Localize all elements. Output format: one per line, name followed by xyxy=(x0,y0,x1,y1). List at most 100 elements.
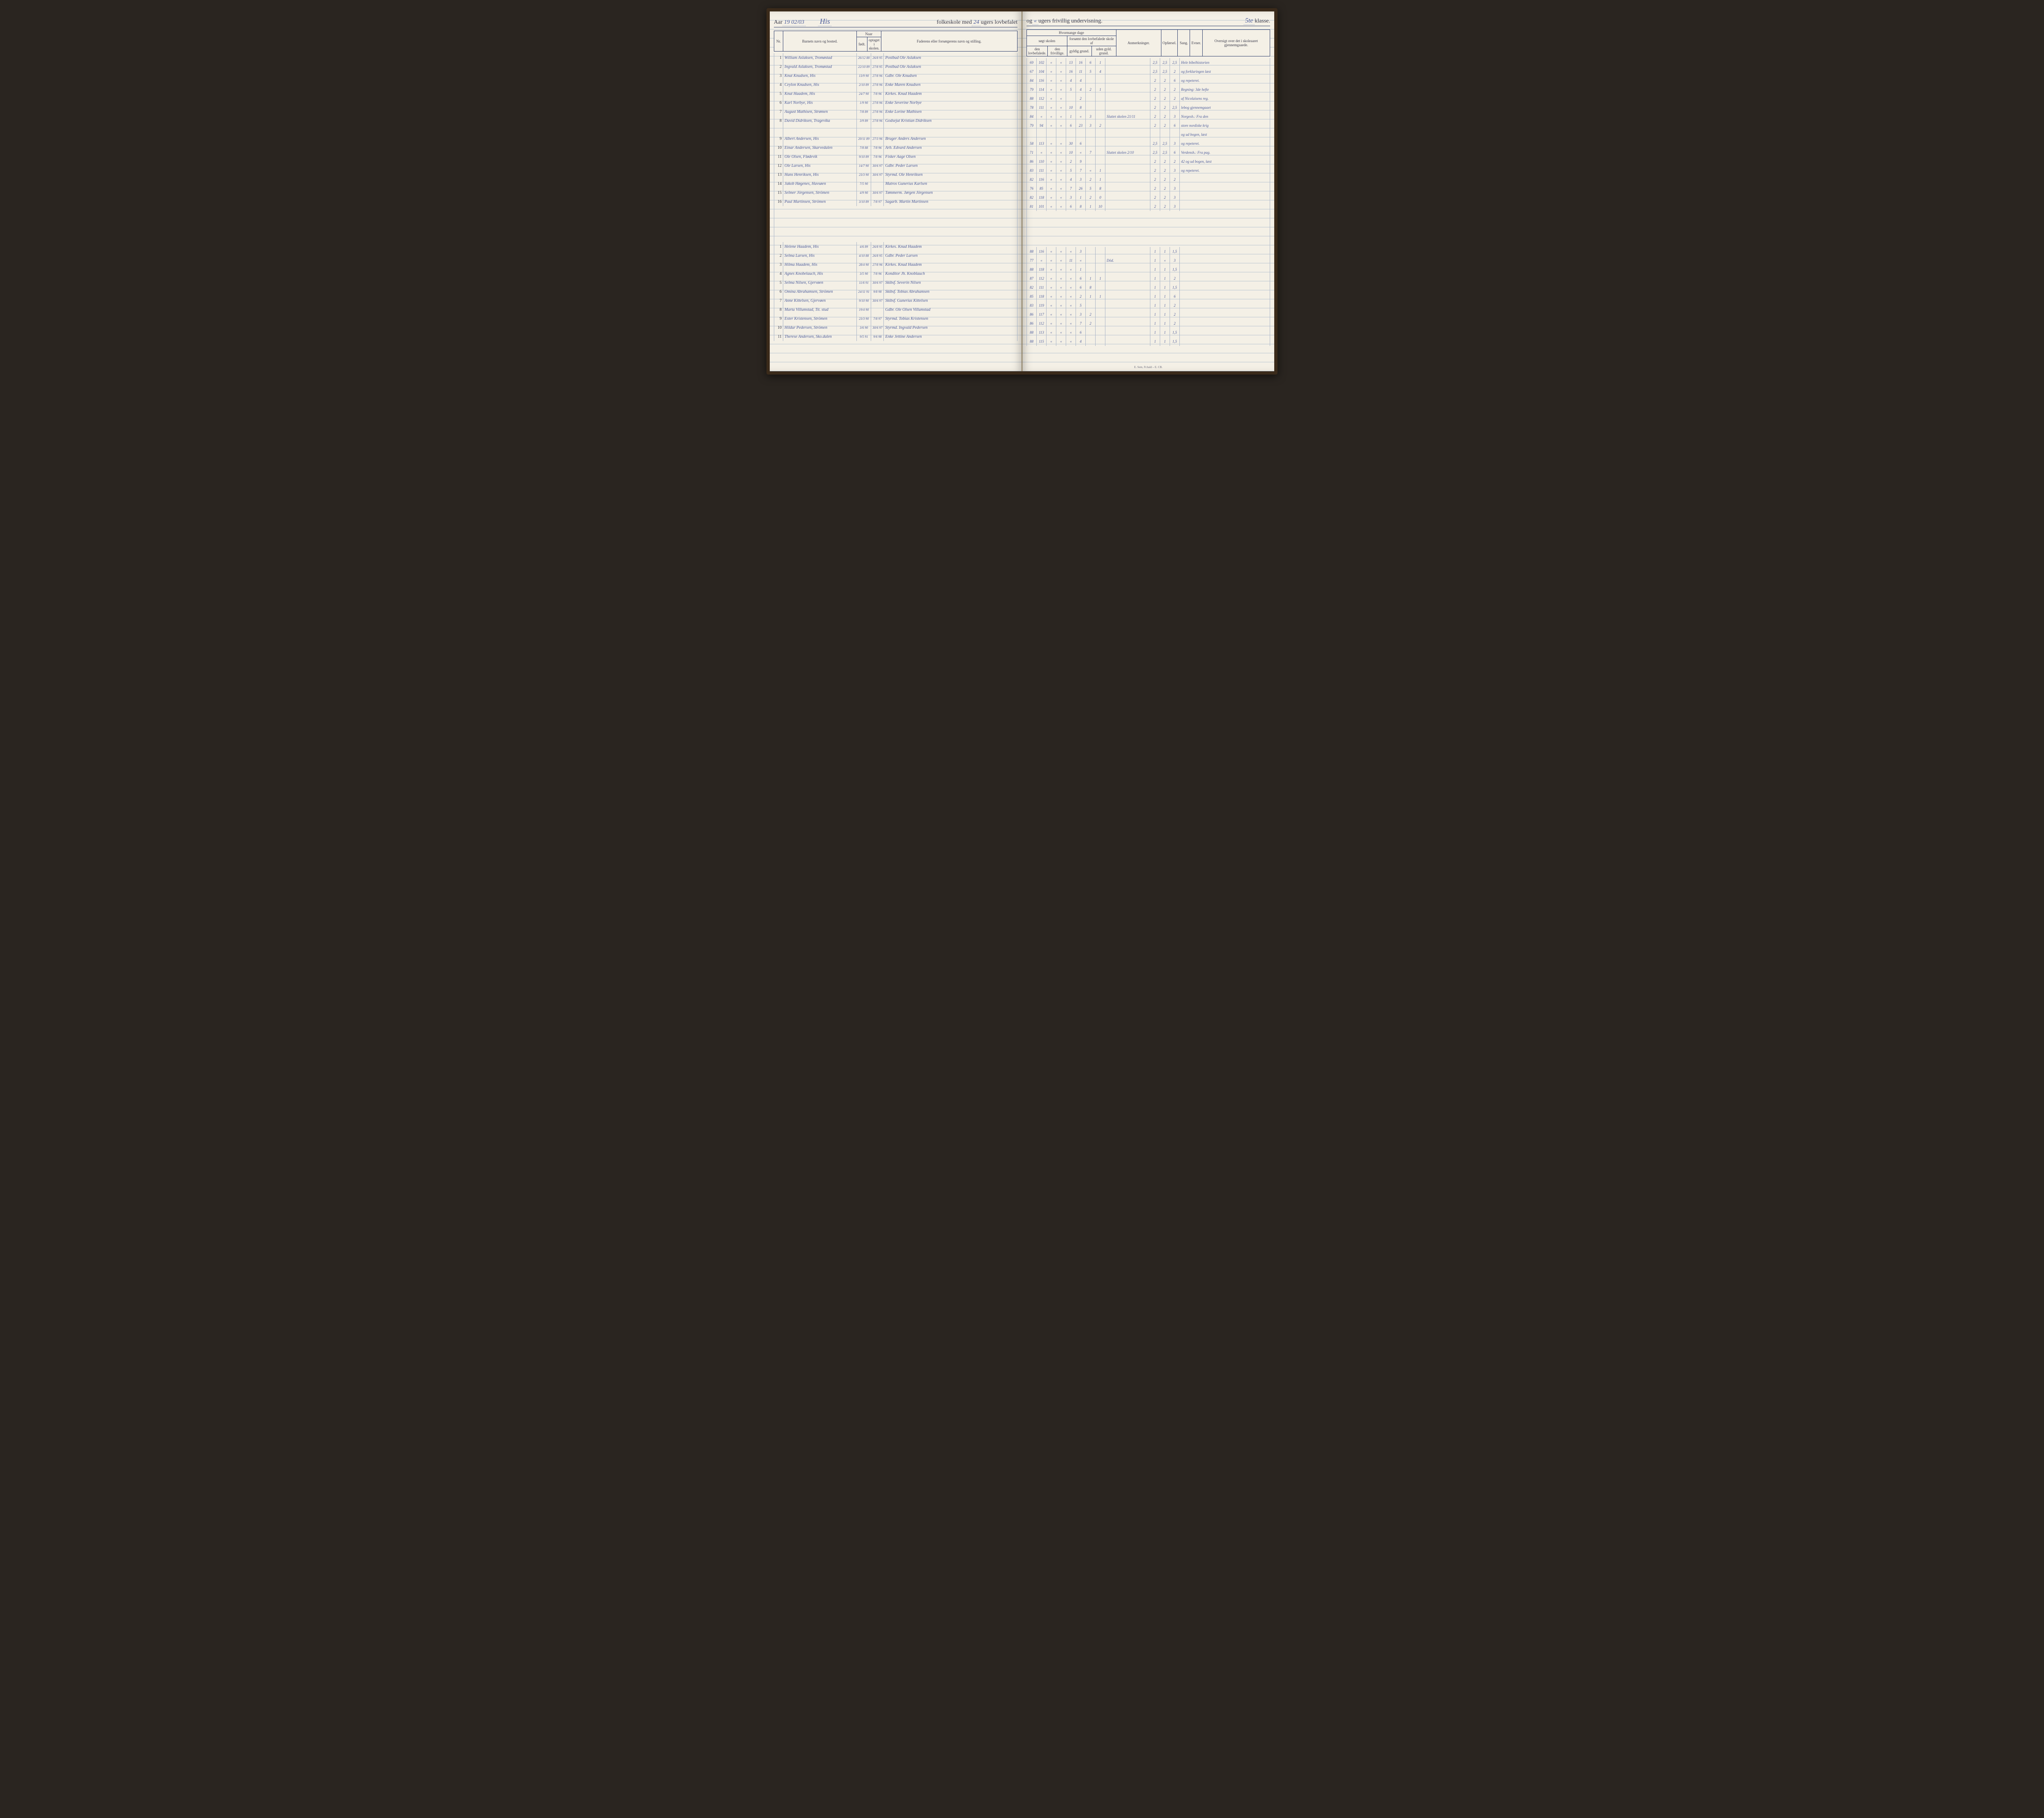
cell-f3: 5 xyxy=(1086,67,1096,76)
table-row: 81 101 « « 6 8 1 10 2 2 3 xyxy=(1027,202,1270,211)
cell-f2: 11 xyxy=(1076,67,1086,76)
cell-fodt: 4/6 89 xyxy=(857,242,871,251)
cell-d4: « xyxy=(1056,175,1066,184)
cell-father: Styrmd. Ingvald Pedersen xyxy=(884,323,1018,332)
table-row: 4 Ceylon Knudsen, His 2/10 89 27/8 96 En… xyxy=(774,80,1018,89)
cell-evner: 3 xyxy=(1170,256,1180,265)
cell-f2: « xyxy=(1076,256,1086,265)
cell-nr: 16 xyxy=(774,197,783,206)
cell-f2: 6 xyxy=(1076,139,1086,148)
cell-evner: 2 xyxy=(1170,67,1180,76)
cell-oversigt: af Nicolaisens reg. xyxy=(1180,94,1270,103)
cell-optaget xyxy=(871,125,884,134)
cell-d1: 82 xyxy=(1027,175,1037,184)
cell-anm xyxy=(1105,193,1150,202)
cell-evner: 2,5 xyxy=(1170,58,1180,67)
cell-evner: 2 xyxy=(1170,319,1180,328)
cell-d2 xyxy=(1037,130,1047,139)
table-row: 86 112 « « « 7 2 1 1 2 xyxy=(1027,319,1270,328)
table-row: 11 Therese Andersen, Sko.dalen 9/5 91 9/… xyxy=(774,332,1018,341)
col-father: Faderens eller forsørgerens navn og stil… xyxy=(881,31,1018,52)
table-row: 15 Selmer Jörgensen, Strömen 4/9 90 30/6… xyxy=(774,188,1018,197)
cell-fodt: 11/6 91 xyxy=(857,278,871,287)
cell-d3: « xyxy=(1047,283,1056,292)
cell-anm: Sluttet skolen 2/10 xyxy=(1105,148,1150,157)
cell-father: Skibsf. Severin Nilsen xyxy=(884,278,1018,287)
cell-evner: 1,5 xyxy=(1170,337,1180,346)
cell-opforsel xyxy=(1150,130,1160,139)
cell-f2: 4 xyxy=(1076,337,1086,346)
cell-nr: 4 xyxy=(774,80,783,89)
cell-d1: 84 xyxy=(1027,112,1037,121)
cell-father: Matros Gunerius Karlsen xyxy=(884,179,1018,188)
cell-d4: « xyxy=(1056,184,1066,193)
cell-d1: 82 xyxy=(1027,283,1037,292)
cell-anm xyxy=(1105,337,1150,346)
cell-optaget: 30/6 97 xyxy=(871,296,884,305)
table-row: 2 Selma Larsen, His 4/10 88 26/8 95 Gdbr… xyxy=(774,251,1018,260)
cell-sang: 2,5 xyxy=(1160,67,1170,76)
cell-f2: 2 xyxy=(1076,292,1086,301)
cell-name: Therese Andersen, Sko.dalen xyxy=(783,332,857,341)
cell-anm xyxy=(1105,184,1150,193)
cell-f3: 2 xyxy=(1086,85,1096,94)
cell-name: Ole Olsen, Flødevik xyxy=(783,152,857,161)
cell-optaget: 27/8 96 xyxy=(871,71,884,80)
cell-optaget: 30/6 97 xyxy=(871,188,884,197)
cell-opforsel: 1 xyxy=(1150,310,1160,319)
cell-fodt: 3/10 89 xyxy=(857,197,871,206)
cell-opforsel: 1 xyxy=(1150,283,1160,292)
cell-f4 xyxy=(1096,328,1105,337)
cell-fodt: 7/8 88 xyxy=(857,143,871,152)
cell-f2: 9 xyxy=(1076,157,1086,166)
table-row: 82 116 « « 4 3 2 1 2 2 2 xyxy=(1027,175,1270,184)
cell-opforsel: 1 xyxy=(1150,292,1160,301)
table-row: 84 « « « 1 « 3 Sluttet skolen 21/11 2 2 … xyxy=(1027,112,1270,121)
cell-optaget: 7/8 97 xyxy=(871,197,884,206)
table-row: 8 David Didriksen, Tragevika 3/9 89 27/8… xyxy=(774,116,1018,125)
table-row: 83 111 « « 5 7 « 1 2 2 3 og repeteret. xyxy=(1027,166,1270,175)
cell-father: Fisker Aage Olsen xyxy=(884,152,1018,161)
cell-d1: 86 xyxy=(1027,310,1037,319)
cell-f4: 10 xyxy=(1096,202,1105,211)
cell-f1: « xyxy=(1066,274,1076,283)
gap-row xyxy=(774,206,1018,242)
cell-opforsel: 2 xyxy=(1150,184,1160,193)
cell-anm xyxy=(1105,94,1150,103)
cell-sang: 2 xyxy=(1160,85,1170,94)
cell-oversigt xyxy=(1180,301,1270,310)
cell-f3: « xyxy=(1086,166,1096,175)
cell-anm xyxy=(1105,202,1150,211)
cell-oversigt xyxy=(1180,337,1270,346)
cell-fodt: 14/7 90 xyxy=(857,161,871,170)
cell-f2: 23 xyxy=(1076,121,1086,130)
cell-d2: 117 xyxy=(1037,310,1047,319)
cell-oversigt xyxy=(1180,292,1270,301)
cell-d3: « xyxy=(1047,274,1056,283)
cell-father: Tømmerm. Jørgen Jörgensen xyxy=(884,188,1018,197)
table-row: 1 William Aslaksen, Tromøstad 26/12 88 2… xyxy=(774,53,1018,62)
cell-f1: « xyxy=(1066,283,1076,292)
cell-d2: 94 xyxy=(1037,121,1047,130)
table-row: 77 « « « 11 « Död. 1 « 3 xyxy=(1027,256,1270,265)
cell-optaget: 7/8 96 xyxy=(871,152,884,161)
cell-f1: « xyxy=(1066,265,1076,274)
cell-d4: « xyxy=(1056,265,1066,274)
cell-optaget: 30/6 97 xyxy=(871,161,884,170)
table-row: 88 118 « « « 1 1 1 1,5 xyxy=(1027,265,1270,274)
cell-d4: « xyxy=(1056,283,1066,292)
cell-father: Postbud Ole Aslaksen xyxy=(884,53,1018,62)
cell-anm xyxy=(1105,67,1150,76)
cell-f3 xyxy=(1086,337,1096,346)
cell-nr: 3 xyxy=(774,71,783,80)
left-page: Aar 19 02/03 His folkeskole med 24 ugers… xyxy=(770,11,1022,371)
cell-f2: 26 xyxy=(1076,184,1086,193)
cell-evner: 2 xyxy=(1170,175,1180,184)
cell-d3: « xyxy=(1047,76,1056,85)
cell-f2: 1 xyxy=(1076,193,1086,202)
cell-sang xyxy=(1160,130,1170,139)
cell-f2: 2 xyxy=(1076,94,1086,103)
cell-f2: 6 xyxy=(1076,283,1086,292)
cell-f1: « xyxy=(1066,247,1076,256)
cell-d1: 86 xyxy=(1027,319,1037,328)
